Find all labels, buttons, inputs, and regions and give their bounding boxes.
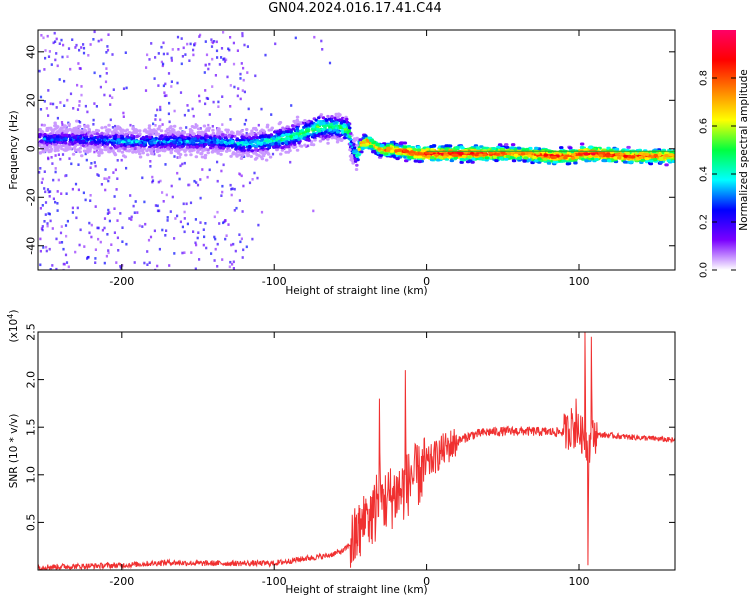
colorbar-tick-label: 0.4 [699, 166, 710, 182]
spectrogram-frame [37, 29, 676, 271]
x-tick-label: -100 [262, 275, 287, 288]
y-tick-label: 20 [25, 93, 38, 107]
x-tick-label: 100 [568, 575, 589, 588]
figure-title: GN04.2024.016.17.41.C44 [268, 1, 442, 16]
y-tick-label: 0.5 [25, 514, 38, 532]
snr-line [38, 332, 675, 570]
y-tick-label: 2.0 [25, 371, 38, 389]
x-tick-label: -100 [262, 575, 287, 588]
y-multiplier-label: (x104) [6, 310, 21, 343]
x-axis-label: Height of straight line (km) [285, 584, 427, 596]
x-tick-label: -200 [109, 275, 134, 288]
y-tick-label: 0 [25, 145, 38, 152]
y-tick-label: 2.5 [25, 323, 38, 341]
colorbar-tick-label: 0.0 [699, 262, 710, 278]
colorbar-gradient [712, 30, 736, 270]
colorbar-label: Normalized spectral amplitude [738, 69, 750, 230]
y-axis-label: SNR (10 * v/v) [8, 414, 20, 489]
colorbar: 0.0 0.2 0.4 0.6 0.8 Normalized spectral ampli… [699, 30, 750, 278]
x-axis-label: Height of straight line (km) [285, 285, 427, 297]
y-tick-label: -20 [25, 188, 38, 206]
snr-frame [37, 331, 676, 571]
y-tick-label: 40 [25, 45, 38, 59]
snr-line-group [38, 332, 675, 570]
colorbar-tick-label: 0.2 [699, 214, 710, 230]
y-axis-label: Frequency (Hz) [8, 110, 20, 189]
x-tick-label: 0 [423, 575, 430, 588]
colorbar-tick-label: 0.8 [699, 70, 710, 86]
x-tick-label: 100 [568, 275, 589, 288]
spectrogram-scatter [38, 30, 675, 270]
y-tick-label: 1.5 [25, 418, 38, 436]
y-tick-label: 1.0 [25, 466, 38, 484]
x-tick-label: 0 [423, 275, 430, 288]
colorbar-tick-label: 0.6 [699, 118, 710, 134]
x-tick-label: -200 [109, 575, 134, 588]
y-tick-label: -40 [25, 237, 38, 255]
snr-panel: -200 -100 0 100 Height of straight line (km)… [6, 310, 676, 596]
